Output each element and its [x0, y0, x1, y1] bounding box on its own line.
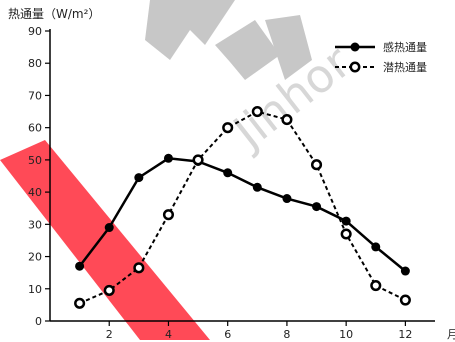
data-point-sensible	[252, 182, 262, 192]
y-axis-label: 热通量（W/m²）	[8, 7, 101, 21]
legend-item-latent: 潜热通量	[335, 57, 427, 77]
data-point-latent	[340, 228, 352, 240]
y-tick-label: 80	[28, 57, 42, 70]
legend-marker-latent	[335, 61, 375, 73]
data-point-sensible	[371, 242, 381, 252]
legend-label-latent: 潜热通量	[383, 61, 427, 74]
data-point-sensible	[104, 223, 114, 233]
y-tick-label: 20	[28, 251, 42, 264]
y-tick-label: 0	[35, 315, 42, 328]
x-tick-label: 2	[106, 328, 113, 340]
data-point-sensible	[163, 153, 173, 163]
data-point-sensible	[341, 216, 351, 226]
legend-item-sensible: 感热通量	[335, 37, 427, 57]
data-point-latent	[370, 280, 382, 292]
y-tick-label: 60	[28, 122, 42, 135]
data-point-latent	[310, 159, 323, 171]
series-line-sensible	[78, 157, 407, 273]
data-point-sensible	[282, 194, 292, 204]
data-point-latent	[133, 262, 145, 274]
y-tick-label: 40	[28, 186, 42, 199]
data-point-sensible	[312, 202, 322, 212]
y-tick-label: 90	[28, 25, 42, 38]
data-point-sensible	[75, 261, 85, 271]
x-axis-label: 月	[447, 328, 455, 341]
data-point-latent	[103, 284, 115, 296]
y-tick-label: 10	[28, 283, 42, 296]
series-layer	[74, 106, 411, 309]
x-tick-label: 12	[398, 328, 412, 340]
data-point-sensible	[400, 266, 410, 276]
x-tick-label: 8	[283, 328, 290, 340]
watermark-red-stripe	[0, 140, 210, 340]
watermark: Jinhor	[0, 0, 361, 340]
y-tick-label: 30	[28, 218, 42, 231]
data-point-latent	[192, 154, 204, 166]
data-point-latent	[251, 106, 263, 118]
watermark-gray-shape-1	[145, 0, 235, 60]
x-tick-label: 10	[339, 328, 353, 340]
data-point-sensible	[223, 168, 233, 178]
legend: 感热通量 潜热通量	[335, 37, 427, 77]
data-point-latent	[281, 114, 293, 126]
watermark-gray-shape-3	[265, 15, 312, 80]
series-line-latent	[79, 110, 406, 305]
data-point-latent	[74, 297, 86, 309]
axes: 0 10 20 30 40 50 60 70 80 90 2 4 6 8 10 12	[28, 25, 435, 340]
legend-label-sensible: 感热通量	[383, 41, 427, 54]
x-tick-label: 6	[224, 328, 231, 340]
data-point-latent	[222, 122, 234, 134]
legend-marker-sensible	[335, 42, 375, 52]
data-point-sensible	[134, 173, 144, 183]
watermark-gray-shape-2	[215, 20, 280, 80]
data-point-latent	[399, 294, 411, 306]
y-tick-label: 70	[28, 89, 42, 102]
x-tick-label: 4	[165, 328, 172, 340]
y-tick-label: 50	[28, 154, 42, 167]
data-point-latent	[162, 209, 175, 221]
